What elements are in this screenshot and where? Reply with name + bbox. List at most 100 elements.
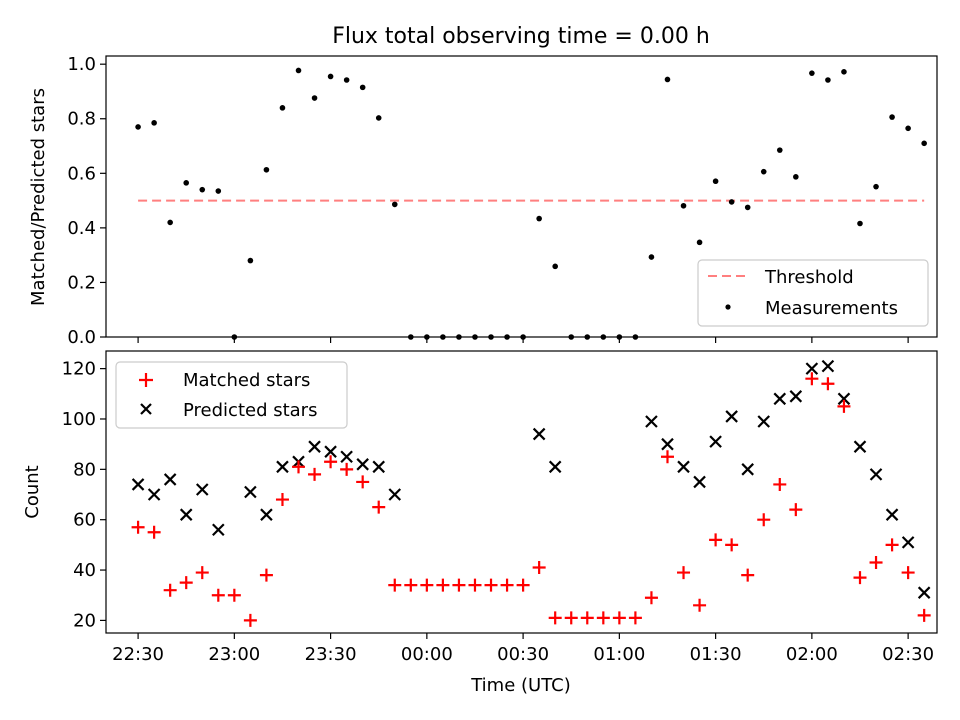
predicted-stars-point [853, 440, 867, 453]
x-tick-label: 02:30 [882, 644, 934, 665]
bottom-panel: 22:30 23:00 23:30 00:00 00:30 01:00 01:30 02:00… [22, 350, 938, 696]
bottom-y-tick-label: 100 [62, 409, 96, 430]
measurement-point [167, 219, 173, 226]
matched-stars-point [773, 477, 787, 491]
matched-stars-point [612, 611, 626, 625]
measurement-point [889, 114, 895, 120]
chart-title: Flux total observing time = 0.00 h [332, 24, 710, 49]
measurement-point [279, 105, 286, 111]
matched-stars-point [179, 576, 193, 590]
predicted-stars-point [837, 392, 851, 406]
predicted-stars-point [709, 435, 722, 448]
x-tick-label: 01:00 [593, 644, 645, 665]
measurement-point [648, 254, 655, 260]
matched-stars-point [596, 611, 610, 625]
legend-predicted-swatch [140, 403, 152, 415]
predicted-stars-point [741, 463, 754, 476]
matched-stars-point [195, 566, 209, 580]
predicted-stars-point [195, 483, 209, 496]
matched-stars-point [837, 399, 851, 413]
matched-stars-point [324, 455, 338, 469]
bottom-y-axis-label: Count [22, 465, 43, 518]
matched-stars-point [211, 588, 225, 602]
predicted-stars-point [661, 437, 674, 451]
measurement-point [263, 166, 270, 173]
matched-stars-point [500, 578, 514, 592]
matched-stars-point [147, 525, 161, 539]
matched-stars-point [644, 591, 658, 605]
matched-stars-point [404, 578, 418, 592]
matched-stars-point [356, 475, 370, 489]
top-legend-box [697, 259, 929, 327]
measurement-point [247, 257, 254, 264]
matched-stars-point [308, 467, 322, 481]
measurement-point [809, 70, 815, 76]
predicted-stars-point [917, 586, 931, 599]
top-y-tick-label: 0.0 [67, 327, 96, 348]
predicted-stars-point [821, 359, 835, 373]
matched-stars-point [372, 500, 386, 514]
predicted-stars-point [885, 508, 899, 521]
matched-stars-point [292, 460, 306, 474]
matched-stars-point [693, 598, 707, 612]
legend-threshold-label: Threshold [764, 267, 854, 288]
matched-stars-point [420, 578, 434, 592]
matched-stars-point [275, 493, 289, 507]
measurement-point [825, 77, 831, 83]
predicted-stars-point [677, 460, 690, 474]
top-panel: 0.0 0.2 0.4 0.6 0.8 1.0 Matched/Predicted sta… [28, 54, 938, 348]
predicted-stars-point [276, 460, 289, 474]
measurement-point [793, 174, 799, 180]
predicted-stars-point [532, 427, 546, 441]
measurement-point [680, 202, 687, 209]
predicted-stars-point [372, 460, 385, 474]
bottom-y-tick-label: 80 [73, 459, 96, 480]
x-tick-label: 23:00 [208, 644, 260, 665]
matched-stars-point [741, 568, 755, 582]
x-axis-label: Time (UTC) [470, 675, 571, 696]
matched-stars-point [131, 520, 145, 534]
x-tick-label: 02:00 [786, 644, 838, 665]
top-y-axis-label: Matched/Predicted stars [28, 88, 49, 306]
predicted-stars-point [308, 440, 321, 453]
matched-stars-point [259, 568, 273, 582]
predicted-stars-point [869, 468, 883, 481]
legend-measurements-swatch [725, 304, 731, 310]
matched-stars-point [917, 608, 931, 622]
predicted-stars-point [244, 485, 257, 499]
matched-stars-point [580, 611, 594, 625]
legend-predicted-label: Predicted stars [183, 400, 317, 421]
measurement-point [375, 115, 382, 121]
matched-stars-point [660, 450, 674, 464]
matched-stars-point [885, 538, 899, 552]
x-tick-label: 23:30 [305, 644, 357, 665]
bottom-axis-ticks: 22:30 23:00 23:30 00:00 00:30 01:00 01:30 02:00… [62, 359, 934, 665]
x-tick-label: 00:30 [497, 644, 549, 665]
bottom-plot-frame [105, 350, 938, 634]
measurement-point [151, 120, 157, 126]
measurement-point [857, 220, 863, 227]
matched-stars-point [901, 566, 915, 580]
matched-stars-point [484, 578, 498, 592]
measurement-point [921, 140, 927, 147]
matched-stars-point [516, 578, 530, 592]
predicted-stars-point [773, 392, 787, 406]
measurement-point [712, 178, 719, 185]
predicted-stars-point [356, 458, 369, 471]
predicted-stars-point [725, 410, 738, 423]
predicted-stars-point [179, 508, 193, 521]
top-y-tick-label: 0.6 [67, 163, 96, 184]
top-y-tick-label: 0.8 [67, 109, 96, 130]
predicted-stars-point [340, 450, 353, 464]
bottom-legend: Matched stars Predicted stars [115, 361, 348, 429]
matched-stars-point [853, 571, 867, 585]
matched-stars-point [532, 561, 546, 575]
predicted-stars-point [147, 488, 161, 501]
matched-stars-point [564, 611, 578, 625]
predicted-stars-point [548, 460, 562, 474]
x-tick-label: 01:30 [690, 644, 742, 665]
legend-matched-swatch [139, 373, 153, 387]
matched-stars-point [227, 588, 241, 602]
matched-stars-point [757, 513, 771, 527]
